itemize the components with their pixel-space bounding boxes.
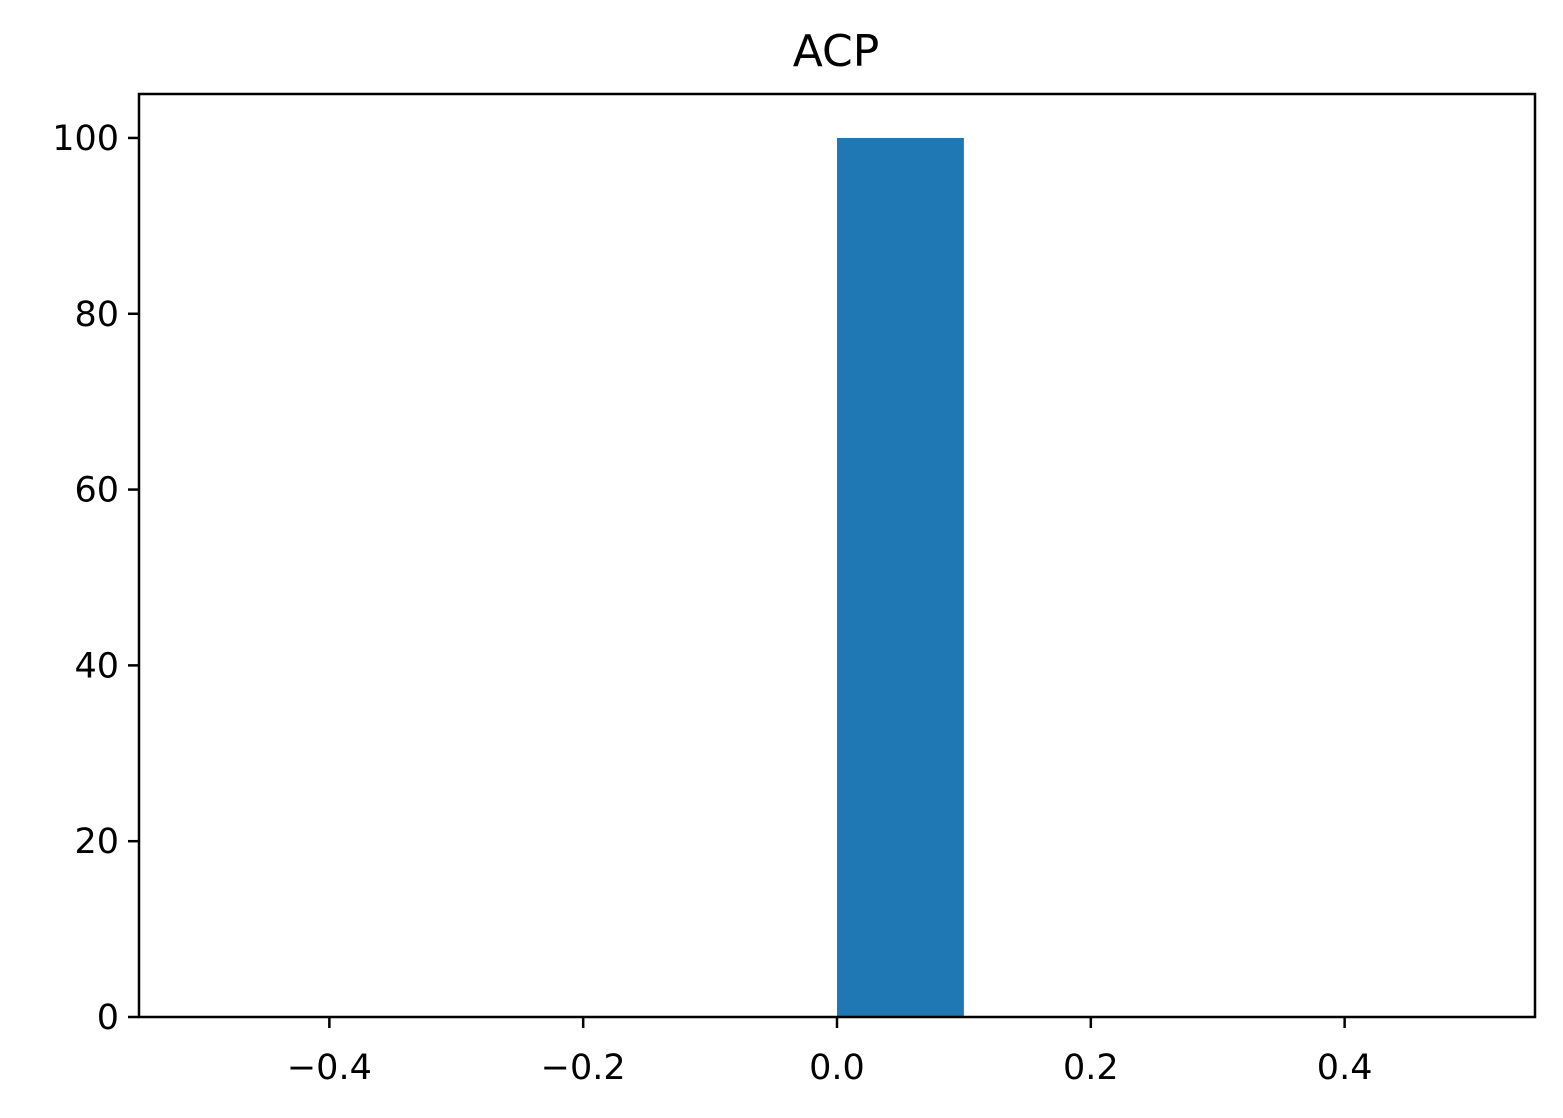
bar-0 (837, 137, 964, 1017)
y-tick-label: 100 (52, 119, 119, 159)
y-tick-label: 80 (74, 295, 119, 335)
x-tick-label: 0.2 (1063, 1048, 1119, 1088)
y-tick-label: 60 (74, 471, 119, 511)
x-tick-label: −0.2 (541, 1048, 626, 1088)
ticks-layer: −0.4 −0.2 0.0 0.2 0.4 0 20 40 60 80 100 (52, 119, 1372, 1088)
chart-title: ACP (793, 26, 880, 77)
bars-layer (837, 137, 964, 1017)
y-tick-label: 0 (97, 998, 119, 1038)
plot-frame (137, 92, 1537, 1019)
y-tick-label: 20 (74, 822, 119, 862)
x-tick-label: 0.4 (1317, 1048, 1373, 1088)
y-tick-label: 40 (74, 646, 119, 686)
x-tick-label: 0.0 (809, 1048, 865, 1088)
x-tick-label: −0.4 (287, 1048, 372, 1088)
